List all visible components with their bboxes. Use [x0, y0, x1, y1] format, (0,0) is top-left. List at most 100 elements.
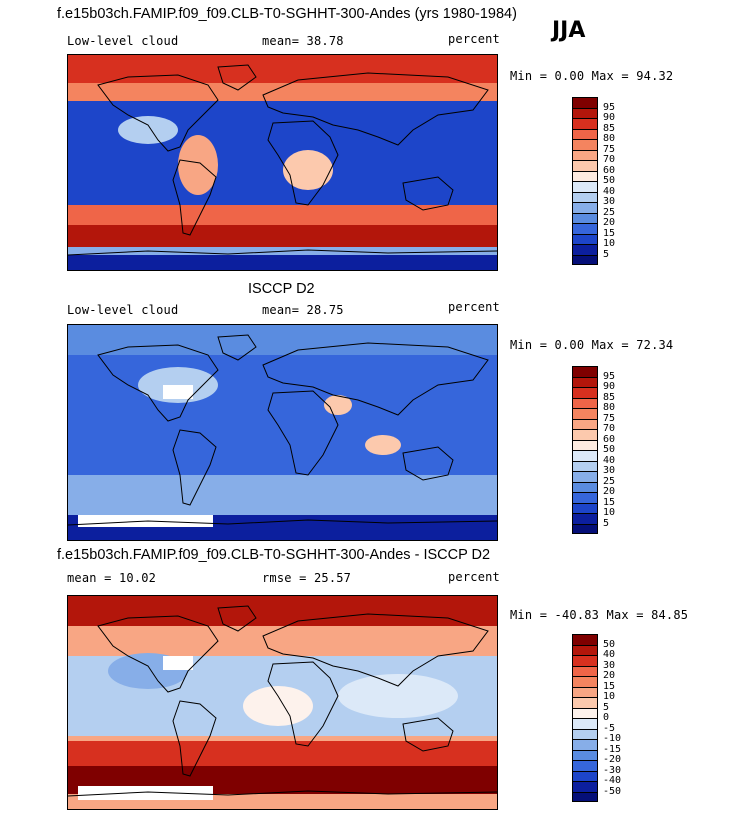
colorbar-cell [572, 181, 598, 192]
colorbar-label: -40 [603, 775, 622, 786]
coastline [97, 344, 219, 422]
stratocumulus-deck [178, 135, 218, 195]
colorbar-label: 40 [603, 185, 616, 197]
colorbar-frame [572, 97, 598, 265]
colorbar-label: 20 [603, 670, 616, 681]
panel2-min-max: Min = 0.00 Max = 72.34 [510, 338, 674, 352]
season-label: JJA [552, 18, 586, 43]
colorbar-label: 10 [603, 507, 616, 518]
colorbar-label: 40 [603, 454, 616, 466]
stratocumulus-deck [118, 116, 178, 144]
panel3-mean: mean = 10.02 [67, 571, 157, 585]
coastline [97, 615, 219, 693]
colorbar-cell [572, 492, 598, 503]
colorbar-label: 5 [603, 517, 610, 529]
colorbar-cell [572, 223, 598, 234]
colorbar-cell [572, 513, 598, 524]
colorbar-cell [572, 686, 598, 697]
coastline [267, 661, 339, 747]
colorbar-cell [572, 760, 598, 771]
coastline [172, 700, 217, 777]
colorbar-cell [572, 697, 598, 708]
colorbar-cell [572, 254, 598, 265]
coastline [402, 717, 454, 752]
colorbar-cell [572, 202, 598, 213]
colorbar-label: 15 [603, 496, 616, 508]
colorbar-cell [572, 429, 598, 440]
southern-band [68, 475, 497, 515]
colorbar-label: 5 [603, 248, 610, 260]
colorbar-label: 90 [603, 381, 616, 392]
arctic-band [68, 83, 497, 101]
panel1-title: f.e15b03ch.FAMIP.f09_f09.CLB-T0-SGHHT-30… [57, 6, 517, 22]
panel1-map [67, 54, 498, 271]
colorbar-cell [572, 397, 598, 408]
colorbar-cell [572, 460, 598, 471]
panel3-rmse: rmse = 25.57 [262, 571, 352, 585]
panel3-map-field [68, 596, 497, 809]
colorbar-cell [572, 749, 598, 760]
coastline [217, 334, 257, 361]
colorbar-label: 20 [603, 486, 616, 497]
colorbar-label: 75 [603, 143, 616, 155]
colorbar-label: 85 [603, 391, 616, 403]
coastline [172, 159, 217, 236]
coastline [267, 120, 339, 206]
colorbar-cell [572, 139, 598, 150]
panel3-map [67, 595, 498, 810]
missing-data [163, 656, 193, 670]
colorbar-label: 0 [603, 712, 610, 723]
colorbar-cell [572, 118, 598, 129]
colorbar-label: 15 [603, 227, 616, 239]
colorbar-label: 50 [603, 638, 616, 650]
colorbar-label: 50 [603, 175, 616, 186]
colorbar-label: -50 [603, 785, 622, 797]
difference-blob [338, 674, 458, 718]
antarctic-band [68, 255, 497, 270]
colorbar-cell [572, 376, 598, 387]
colorbar-cell [572, 665, 598, 676]
colorbar-label: 80 [603, 402, 616, 413]
colorbar-label: 25 [603, 475, 616, 487]
coastline [262, 72, 489, 146]
colorbar-label: -20 [603, 754, 622, 765]
coastline [217, 605, 257, 632]
arctic-band [68, 596, 497, 626]
colorbar-label: -30 [603, 764, 622, 776]
colorbar-label: -10 [603, 733, 622, 744]
coastline [402, 176, 454, 211]
colorbar-label: -5 [603, 722, 616, 734]
panel1-units: percent [448, 32, 500, 46]
colorbar-label: 30 [603, 465, 616, 476]
colorbar-label: 60 [603, 164, 616, 176]
colorbar-cell [572, 244, 598, 255]
coastline [267, 390, 339, 476]
coastline [262, 613, 489, 687]
colorbar-frame [572, 366, 598, 534]
colorbar-cell [572, 212, 598, 223]
colorbar-cell [572, 387, 598, 398]
panel2-variable: Low-level cloud [67, 303, 179, 317]
coastline [402, 446, 454, 481]
colorbar-cell [572, 791, 598, 802]
southern-band [68, 225, 497, 247]
panel2-map-field [68, 325, 497, 540]
stratocumulus-deck [283, 150, 333, 190]
panel3-title: f.e15b03ch.FAMIP.f09_f09.CLB-T0-SGHHT-30… [57, 547, 491, 563]
colorbar-label: 5 [603, 701, 610, 713]
panel3-min-max: Min = -40.83 Max = 84.85 [510, 608, 689, 622]
colorbar-frame [572, 634, 598, 802]
colorbar-label: 10 [603, 238, 616, 249]
colorbar-label: 10 [603, 691, 616, 702]
colorbar-label: 95 [603, 370, 616, 382]
colorbar-label: 95 [603, 101, 616, 113]
colorbar-cell [572, 676, 598, 687]
panel2-title: ISCCP D2 [248, 281, 315, 297]
colorbar-cell [572, 160, 598, 171]
colorbar-label: 15 [603, 680, 616, 692]
colorbar-cell [572, 233, 598, 244]
missing-data [78, 786, 213, 800]
colorbar-cell [572, 707, 598, 718]
panel1-min-max: Min = 0.00 Max = 94.32 [510, 69, 674, 83]
colorbar-label: 90 [603, 112, 616, 123]
